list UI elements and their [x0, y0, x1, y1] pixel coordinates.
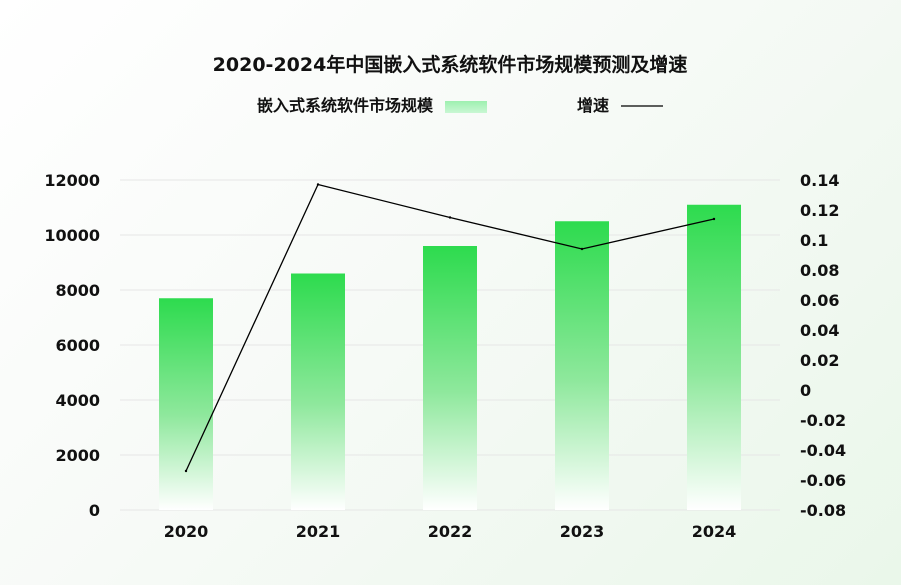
y2-tick-label: 0.08 — [800, 261, 839, 280]
bar-2021 — [291, 273, 345, 510]
legend: 嵌入式系统软件市场规模 增速 — [257, 96, 663, 115]
bar-2024 — [687, 204, 741, 510]
y2-tick-label: 0.02 — [800, 351, 839, 370]
growth-point-2020 — [184, 469, 188, 473]
y2-tick-label: -0.02 — [800, 411, 846, 430]
chart-title: 2020-2024年中国嵌入式系统软件市场规模预测及增速 — [213, 53, 688, 76]
line-series — [184, 183, 716, 473]
growth-point-2024 — [712, 217, 716, 221]
y-tick-label: 4000 — [55, 391, 100, 410]
y2-tick-label: 0.14 — [800, 171, 839, 190]
y-tick-label: 2000 — [55, 446, 100, 465]
x-tick-label: 2022 — [428, 522, 473, 541]
y2-tick-label: 0.1 — [800, 231, 828, 250]
x-axis: 2020 2021 2022 2023 2024 — [164, 522, 737, 541]
x-tick-label: 2024 — [692, 522, 737, 541]
x-tick-label: 2021 — [296, 522, 341, 541]
bar-2022 — [423, 246, 477, 510]
y2-tick-label: 0.06 — [800, 291, 839, 310]
y2-tick-label: 0.04 — [800, 321, 839, 340]
bar-series — [159, 204, 741, 510]
right-axis: -0.08 -0.06 -0.04 -0.02 0 0.02 0.04 0.06 0.08 0.1… — [800, 171, 846, 520]
growth-point-2022 — [448, 216, 452, 219]
legend-label-line: 增速 — [577, 96, 609, 115]
y2-tick-label: -0.08 — [800, 501, 846, 520]
y2-tick-label: -0.04 — [800, 441, 846, 460]
y-tick-label: 8000 — [55, 281, 100, 300]
x-tick-label: 2023 — [560, 522, 605, 541]
legend-swatch-bar — [445, 101, 487, 113]
growth-point-2023 — [580, 247, 584, 251]
y2-tick-label: 0.12 — [800, 201, 839, 220]
growth-point-2021 — [316, 183, 320, 186]
y2-tick-label: 0 — [800, 381, 811, 400]
left-axis: 0 2000 4000 6000 8000 10000 12000 — [44, 171, 100, 520]
bar-2020 — [159, 298, 213, 510]
bar-2023 — [555, 221, 609, 510]
y-tick-label: 0 — [89, 501, 100, 520]
y2-tick-label: -0.06 — [800, 471, 846, 490]
y-tick-label: 12000 — [44, 171, 100, 190]
y-tick-label: 10000 — [44, 226, 100, 245]
legend-label-bar: 嵌入式系统软件市场规模 — [257, 96, 434, 115]
y-tick-label: 6000 — [55, 336, 100, 355]
x-tick-label: 2020 — [164, 522, 209, 541]
